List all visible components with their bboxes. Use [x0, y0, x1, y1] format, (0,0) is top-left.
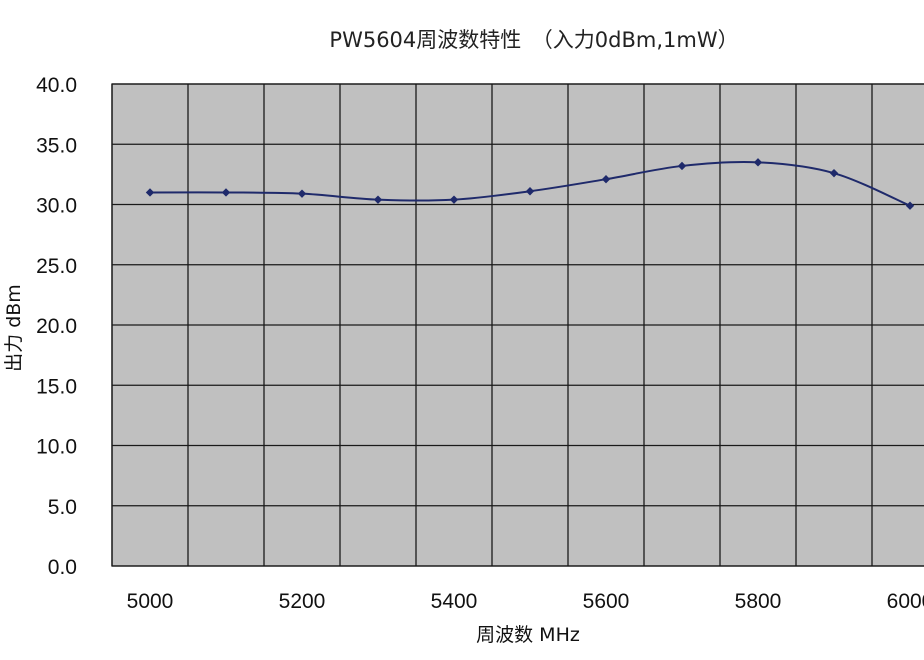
y-tick-label-4: 20.0: [36, 315, 77, 338]
data-point-0-1: [221, 188, 231, 197]
data-point-0-10: [905, 201, 915, 210]
data-point-0-3: [373, 195, 383, 204]
y-tick-labels: 0.0 5.0 10.0 15.0 20.0 25.0 30.0 35.0 40.0: [36, 74, 77, 579]
data-point-0-7: [677, 161, 687, 171]
x-tick-labels: 5000 5200 5400 5600 5800 6000: [127, 590, 924, 613]
data-point-0-2: [297, 189, 307, 198]
y-tick-label-3: 15.0: [36, 375, 77, 398]
data-point-0-9: [829, 168, 839, 178]
y-tick-label-5: 25.0: [36, 255, 77, 278]
data-point-0-6: [601, 174, 611, 184]
x-tick-label-1: 5200: [279, 590, 326, 613]
y-tick-label-6: 30.0: [36, 195, 77, 218]
x-axis-label: 周波数 MHz: [476, 624, 580, 646]
x-tick-label-0: 5000: [127, 590, 174, 613]
y-tick-label-8: 40.0: [36, 74, 77, 97]
x-tick-label-2: 5400: [431, 590, 478, 613]
chart-title: PW5604周波数特性 （入力0dBm,1mW）: [329, 28, 738, 52]
series-layer: [145, 158, 915, 210]
data-point-0-8: [753, 158, 763, 167]
data-point-0-5: [525, 187, 535, 196]
y-tick-label-0: 0.0: [48, 556, 77, 579]
x-tick-label-4: 5800: [735, 590, 782, 613]
data-point-0-4: [449, 195, 459, 204]
y-tick-label-2: 10.0: [36, 436, 77, 459]
x-tick-label-3: 5600: [583, 590, 630, 613]
data-point-0-0: [145, 188, 155, 197]
plot-frame: [111, 83, 924, 567]
y-axis-label: 出力 dBm: [3, 284, 25, 372]
y-tick-label-1: 5.0: [48, 496, 77, 519]
y-tick-label-7: 35.0: [36, 134, 77, 157]
x-tick-label-5: 6000: [887, 590, 924, 613]
